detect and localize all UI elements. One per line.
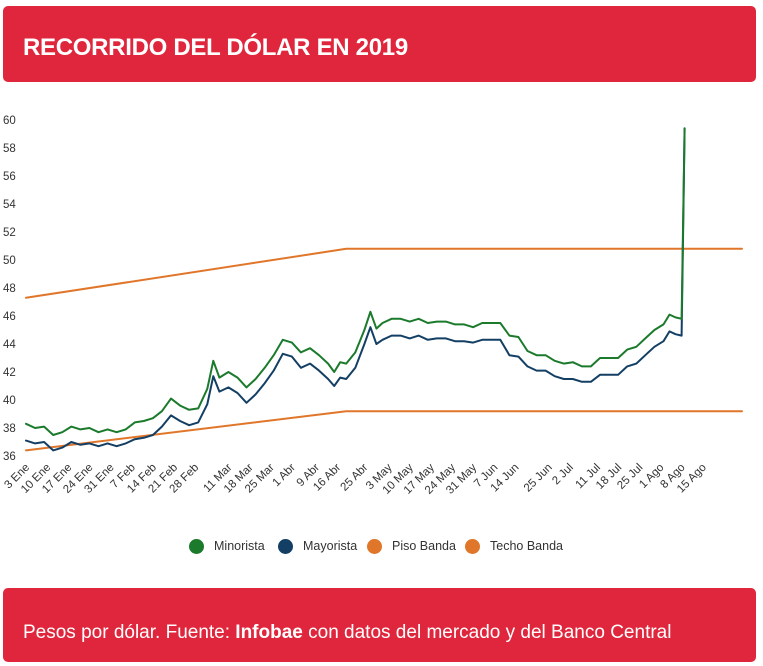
source-note: Pesos por dólar. Fuente: Infobae con dat… [23, 622, 671, 644]
source-name: Infobae [235, 622, 303, 643]
legend-label-mayorista: Mayorista [303, 539, 358, 553]
series-line-minorista [25, 127, 686, 436]
legend-marker-mayorista [278, 538, 293, 554]
x-tick-label: 1 Abr [271, 462, 299, 490]
title-banner: RECORRIDO DEL DÓLAR EN 2019 [3, 6, 756, 82]
y-tick-label: 54 [3, 199, 16, 211]
y-tick-label: 50 [3, 255, 16, 267]
legend-label-minorista: Minorista [214, 539, 265, 553]
series-line-piso-banda [25, 410, 743, 452]
legend-item-techo-banda[interactable]: Techo Banda [465, 537, 563, 555]
source-text-prefix: Pesos por dólar. Fuente: [23, 622, 236, 643]
y-tick-label: 42 [3, 367, 16, 379]
y-tick-label: 56 [3, 171, 16, 183]
series-line-techo-banda [25, 247, 743, 299]
y-tick-label: 36 [3, 451, 16, 463]
y-tick-label: 40 [3, 395, 16, 407]
y-tick-label: 52 [3, 227, 16, 239]
source-text-suffix: con datos del mercado y del Banco Centra… [302, 622, 672, 643]
legend-marker-techo-banda [465, 538, 480, 554]
legend-item-minorista[interactable]: Minorista [189, 537, 265, 555]
legend-item-mayorista[interactable]: Mayorista [278, 537, 357, 555]
y-tick-label: 38 [3, 423, 16, 435]
y-tick-label: 44 [3, 339, 16, 351]
y-tick-label: 48 [3, 283, 16, 295]
chart-title: RECORRIDO DEL DÓLAR EN 2019 [23, 34, 408, 61]
legend-label-techo-banda: Techo Banda [490, 539, 563, 553]
y-tick-label: 46 [3, 311, 16, 323]
legend-label-piso-banda: Piso Banda [392, 539, 456, 553]
series-line-mayorista [25, 127, 686, 452]
legend-marker-piso-banda [367, 538, 382, 554]
legend-item-piso-banda[interactable]: Piso Banda [367, 537, 456, 555]
x-tick-label: 2 Jul [550, 462, 576, 488]
legend-marker-minorista [189, 538, 204, 554]
chart-legend: Minorista Mayorista Piso Banda Techo Ban… [0, 537, 763, 555]
y-tick-label: 60 [3, 115, 16, 127]
y-tick-label: 58 [3, 143, 16, 155]
footer-banner: Pesos por dólar. Fuente: Infobae con dat… [3, 588, 756, 662]
x-tick-label: 25 Abr [338, 462, 370, 494]
